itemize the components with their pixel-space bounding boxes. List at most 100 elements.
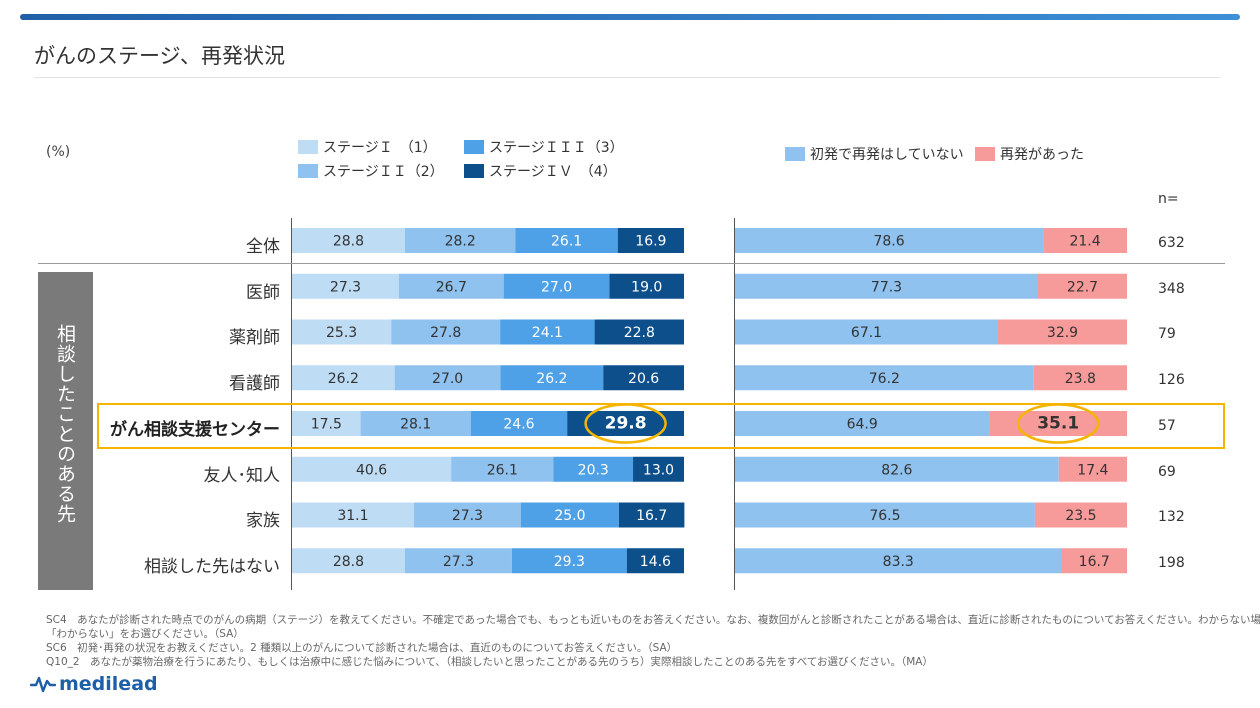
row-label-nurse: 看護師 — [229, 374, 280, 394]
recurrence-bar-r1-s1 — [1038, 273, 1127, 299]
footnote-sc4: SC4 あなたが診断された時点でのがんの病期（ステージ）を教えてください。不確定… — [46, 614, 1260, 626]
stage-label-r3-s1: 27.0 — [432, 371, 463, 387]
recurrence-bar-r2-s1 — [998, 319, 1127, 345]
recurrence-bar-r2-s0 — [735, 319, 999, 345]
consulted-group-box: 相談したことのある先 — [38, 272, 93, 590]
stage-bar-r0-s3 — [617, 228, 684, 253]
n-value-pharmacist: 79 — [1158, 326, 1176, 342]
stage-label-r2-s0: 25.3 — [326, 325, 357, 341]
stage-bar-r3-s2 — [500, 365, 604, 391]
recurrence-label-r7-s0: 83.3 — [883, 554, 914, 570]
stage-label-r6-s3: 16.7 — [636, 508, 667, 524]
page-title: がんのステージ、再発状況 — [34, 44, 285, 68]
stage-bar-r2-s3 — [594, 319, 684, 345]
stage-bar-r6-s3 — [618, 502, 685, 528]
legend-recurrence: 再発があった — [975, 144, 1084, 164]
stage-bar-r0-s0 — [292, 228, 405, 253]
stage-bar-r7-s2 — [511, 548, 627, 574]
recurrence-bar-r7-s0 — [735, 548, 1062, 574]
row-label-total: 全体 — [246, 237, 280, 257]
recurrence-label-r1-s1: 22.7 — [1067, 279, 1098, 295]
recurrence-bar-r3-s1 — [1033, 365, 1127, 391]
unit-label: (%) — [46, 144, 71, 160]
recurrence-bar-r4-s0 — [735, 411, 990, 436]
pulse-icon — [30, 676, 56, 693]
recurrence-label-r5-s1: 17.4 — [1077, 462, 1108, 478]
stage-bar-r4-s1 — [360, 411, 471, 436]
row-label-friend: 友人･知人 — [203, 466, 281, 486]
total-row-separator — [38, 263, 1225, 264]
stage-bar-r5-s3 — [633, 456, 684, 482]
footnote-sc4-cont: 「わからない」をお選びください。（SA） — [46, 628, 244, 640]
recurrence-bar-r6-s1 — [1034, 502, 1127, 528]
stage-bar-r6-s1 — [413, 502, 521, 528]
stage-bar-r3-s1 — [394, 365, 501, 391]
stage-label-r5-s2: 20.3 — [578, 462, 609, 478]
stage-bar-r0-s2 — [515, 228, 618, 253]
recurrence-label-r6-s0: 76.5 — [869, 508, 900, 524]
stage-label-r4-s1: 28.1 — [400, 417, 431, 433]
recurrence-stacked-bar-chart: 78.6 21.4 77.3 22.7 67.1 32.9 76.2 23.8 64.9 35.1… — [735, 228, 1127, 574]
legend-label-stage3: ステージＩＩＩ（3） — [489, 140, 624, 156]
stage-label-r3-s2: 26.2 — [536, 371, 567, 387]
legend-stage2: ステージＩＩ（2） — [298, 161, 444, 181]
legend-swatch-stage2 — [298, 164, 318, 178]
recurrence-bar-r6-s0 — [735, 502, 1035, 528]
n-value-total: 632 — [1158, 235, 1185, 251]
legend-stage1: ステージＩ （1） — [298, 137, 437, 157]
stage-bar-r1-s3 — [609, 273, 684, 299]
stage-label-r4-s2: 24.6 — [503, 417, 534, 433]
stage-label-r2-s3: 22.8 — [624, 325, 655, 341]
stage-label-r7-s1: 27.3 — [443, 554, 474, 570]
stage-label-r2-s2: 24.1 — [532, 325, 563, 341]
stage-bar-r5-s1 — [451, 456, 554, 482]
legend-swatch-no-recurrence — [785, 147, 805, 161]
stage-bar-r1-s2 — [503, 273, 610, 299]
n-value-none: 198 — [1158, 555, 1185, 571]
recurrence-label-r5-s0: 82.6 — [881, 462, 912, 478]
stage-label-r2-s1: 27.8 — [430, 325, 461, 341]
recurrence-bar-r5-s1 — [1058, 456, 1127, 482]
stage-label-r4-s0: 17.5 — [311, 417, 342, 433]
row-label-support-center: がん相談支援センター — [110, 420, 280, 440]
recurrence-label-r4-s1: 35.1 — [1037, 414, 1079, 434]
stage-label-r5-s1: 26.1 — [487, 462, 518, 478]
stage-bar-r1-s1 — [399, 273, 504, 299]
legend-stage4: ステージＩＶ （4） — [464, 161, 617, 181]
recurrence-bar-r1-s0 — [735, 273, 1039, 299]
n-value-family: 132 — [1158, 509, 1185, 525]
stage-label-r6-s2: 25.0 — [554, 508, 585, 524]
stage-label-r7-s0: 28.8 — [333, 554, 364, 570]
recurrence-bar-r0-s0 — [735, 228, 1044, 253]
stage-bar-r2-s1 — [391, 319, 501, 345]
recurrence-label-r3-s1: 23.8 — [1065, 371, 1096, 387]
support-center-highlight-box — [97, 403, 1225, 449]
stage-label-r1-s3: 19.0 — [631, 279, 662, 295]
stage-label-r7-s2: 29.3 — [554, 554, 585, 570]
stage-label-r6-s0: 31.1 — [337, 508, 368, 524]
stage-label-r5-s0: 40.6 — [356, 462, 387, 478]
legend-stage3: ステージＩＩＩ（3） — [464, 137, 624, 157]
row-label-family: 家族 — [246, 511, 280, 531]
stage-label-r3-s3: 20.6 — [628, 371, 659, 387]
recurrence-label-r4-s0: 64.9 — [847, 417, 878, 433]
stage-bar-r7-s1 — [404, 548, 512, 574]
recurrence-label-r6-s1: 23.5 — [1065, 508, 1096, 524]
stage-label-r4-s3: 29.8 — [605, 414, 647, 434]
legend-label-stage1: ステージＩ （1） — [323, 140, 437, 156]
footnote-q10: Q10_2 あなたが薬物治療を行うにあたり、もしくは治療中に感じた悩みについて、… — [46, 656, 933, 668]
stage-bar-r5-s0 — [292, 456, 452, 482]
legend-label-recurrence: 再発があった — [1000, 147, 1084, 163]
stage-bar-r3-s0 — [292, 365, 395, 391]
n-value-doctor: 348 — [1158, 281, 1185, 297]
stage-bar-r5-s2 — [553, 456, 634, 482]
stage-label-r0-s0: 28.8 — [333, 234, 364, 250]
medilead-logo: medilead — [30, 673, 158, 695]
stage-bar-r6-s0 — [292, 502, 414, 528]
stage-bar-r2-s0 — [292, 319, 392, 345]
recurrence-label-r3-s0: 76.2 — [869, 371, 900, 387]
stage-bar-r6-s2 — [520, 502, 619, 528]
stage-label-r0-s3: 16.9 — [635, 234, 666, 250]
stage-bar-r4-s2 — [470, 411, 568, 436]
recurrence-bar-r3-s0 — [735, 365, 1034, 391]
